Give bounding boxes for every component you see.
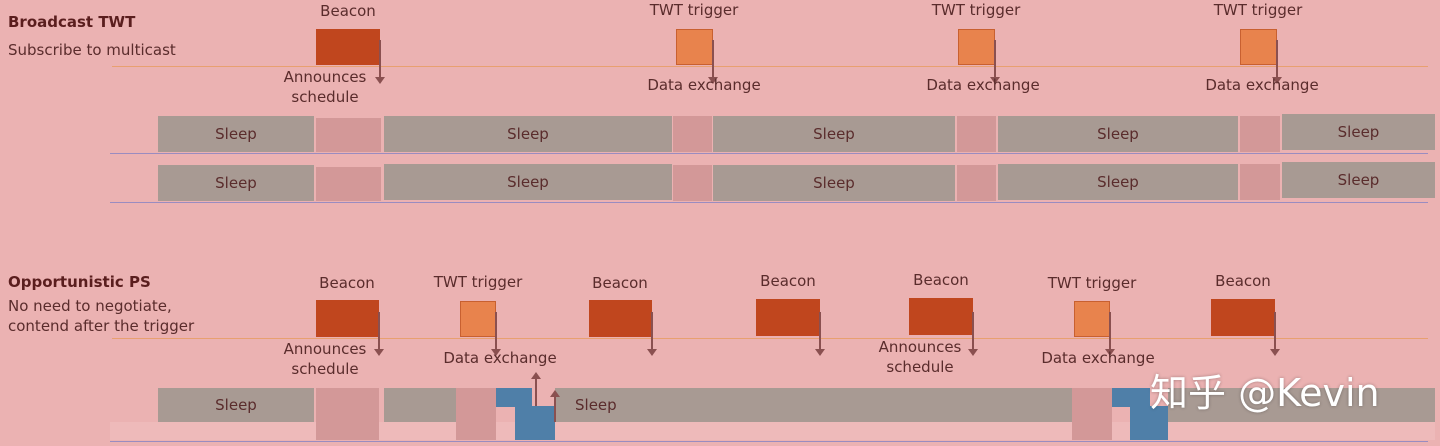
timeline bbox=[112, 66, 1428, 67]
awake-segment bbox=[456, 388, 496, 440]
trigger-frame bbox=[958, 29, 995, 65]
sleep-segment: Sleep bbox=[158, 116, 314, 152]
sleep-segment: Sleep bbox=[158, 388, 314, 422]
beacon-frame bbox=[756, 299, 820, 336]
trigger-frame bbox=[460, 301, 496, 337]
sleep-segment: Sleep bbox=[998, 116, 1238, 152]
beacon-frame bbox=[316, 300, 379, 337]
announces-schedule-label: Announces schedule bbox=[265, 339, 385, 379]
station-baseline bbox=[110, 153, 1428, 154]
awake-segment bbox=[1072, 388, 1112, 440]
station-baseline bbox=[110, 441, 1428, 442]
trigger-frame bbox=[1074, 301, 1110, 337]
opportunistic-title: Opportunistic PS bbox=[8, 273, 151, 291]
trigger-frame bbox=[676, 29, 713, 65]
opportunistic-subtitle-1: No need to negotiate, bbox=[8, 297, 172, 315]
sleep-segment: Sleep bbox=[158, 165, 314, 201]
opportunistic-subtitle-2: contend after the trigger bbox=[8, 317, 195, 335]
announces-text: Announces bbox=[283, 68, 367, 86]
trigger-label: TWT trigger bbox=[649, 1, 739, 19]
broadcast-title: Broadcast TWT bbox=[8, 13, 136, 31]
announces-text: Announces bbox=[283, 340, 367, 358]
second-station-row bbox=[110, 422, 1435, 440]
data-exchange-label: Data exchange bbox=[1205, 76, 1319, 94]
arrow-down-icon bbox=[1105, 312, 1115, 356]
trigger-label: TWT trigger bbox=[931, 1, 1021, 19]
arrow-down-icon bbox=[815, 312, 825, 356]
arrow-down-icon bbox=[1272, 40, 1282, 84]
arrow-down-icon bbox=[708, 40, 718, 84]
announces-text: Announces bbox=[878, 338, 962, 356]
arrow-down-icon bbox=[491, 312, 501, 356]
beacon-frame bbox=[909, 298, 973, 335]
sleep-segment: Sleep bbox=[713, 116, 955, 152]
arrow-down-icon bbox=[374, 312, 384, 356]
beacon-label: Beacon bbox=[320, 2, 376, 20]
sleep-segment: Sleep bbox=[384, 164, 672, 200]
sleep-segment bbox=[1168, 388, 1435, 422]
beacon-frame bbox=[1211, 299, 1275, 336]
watermark: 知乎 @Kevin bbox=[1150, 371, 1380, 415]
uplink-transmission bbox=[496, 388, 532, 407]
beacon-label: Beacon bbox=[592, 274, 648, 292]
awake-segment bbox=[316, 118, 381, 152]
awake-segment bbox=[1240, 116, 1280, 152]
awake-segment bbox=[316, 167, 381, 201]
broadcast-subtitle: Subscribe to multicast bbox=[8, 41, 176, 59]
trigger-label: TWT trigger bbox=[1213, 1, 1303, 19]
beacon-label: Beacon bbox=[1215, 272, 1271, 290]
data-exchange-label: Data exchange bbox=[443, 349, 557, 367]
awake-segment bbox=[957, 165, 996, 201]
arrow-down-icon bbox=[647, 312, 657, 356]
timeline bbox=[112, 338, 1428, 339]
sleep-segment: Sleep bbox=[713, 165, 955, 201]
beacon-label: Beacon bbox=[760, 272, 816, 290]
schedule-text: schedule bbox=[291, 88, 359, 106]
beacon-label: Beacon bbox=[913, 271, 969, 289]
arrow-down-icon bbox=[990, 40, 1000, 84]
announces-schedule-label: Announces schedule bbox=[265, 67, 385, 107]
sleep-segment bbox=[384, 388, 456, 422]
data-exchange-label: Data exchange bbox=[926, 76, 1040, 94]
sleep-segment: Sleep bbox=[1282, 114, 1435, 150]
awake-segment bbox=[673, 165, 712, 201]
awake-segment bbox=[673, 116, 712, 152]
announces-schedule-label: Announces schedule bbox=[860, 337, 980, 377]
trigger-label: TWT trigger bbox=[1047, 274, 1137, 292]
trigger-label: TWT trigger bbox=[433, 273, 523, 291]
beacon-frame bbox=[316, 29, 380, 65]
beacon-frame bbox=[589, 300, 652, 337]
beacon-label: Beacon bbox=[319, 274, 375, 292]
uplink-transmission bbox=[1130, 406, 1168, 440]
trigger-frame bbox=[1240, 29, 1277, 65]
arrow-down-icon bbox=[968, 312, 978, 356]
awake-segment bbox=[957, 116, 996, 152]
awake-segment bbox=[1240, 164, 1280, 200]
arrow-up-icon bbox=[550, 390, 560, 422]
uplink-transmission bbox=[515, 406, 555, 440]
sleep-segment: Sleep bbox=[1282, 162, 1435, 198]
data-exchange-label: Data exchange bbox=[1041, 349, 1155, 367]
schedule-text: schedule bbox=[291, 360, 359, 378]
schedule-text: schedule bbox=[886, 358, 954, 376]
sleep-segment: Sleep bbox=[555, 388, 1072, 422]
station-baseline bbox=[110, 202, 1428, 203]
uplink-transmission bbox=[1112, 388, 1150, 407]
sleep-segment: Sleep bbox=[384, 116, 672, 152]
arrow-down-icon bbox=[375, 40, 385, 84]
data-exchange-label: Data exchange bbox=[647, 76, 761, 94]
arrow-down-icon bbox=[1270, 312, 1280, 356]
arrow-up-icon bbox=[531, 372, 541, 406]
awake-segment bbox=[316, 388, 379, 440]
sleep-segment: Sleep bbox=[998, 164, 1238, 200]
